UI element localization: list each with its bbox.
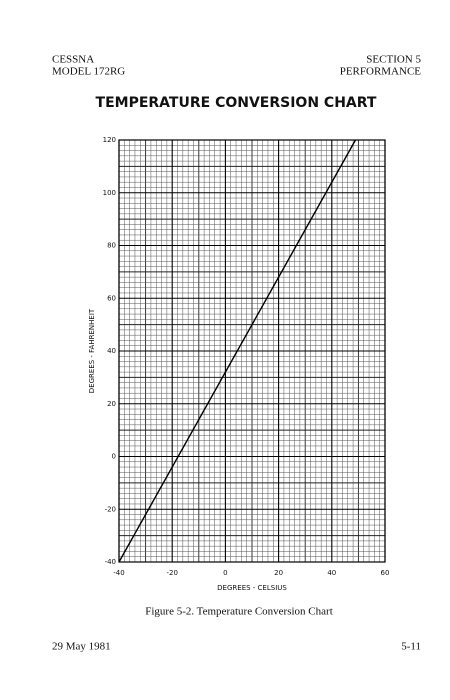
caption: Figure 5-2. Temperature Conversion Chart [145, 606, 333, 618]
plot-frame [118, 139, 386, 563]
x-tick-label: 20 [274, 569, 283, 577]
x-axis-label: DEGREES - CELSIUS [217, 584, 287, 592]
y-tick-label: -40 [105, 558, 116, 566]
page-number: 5-11 [401, 641, 421, 653]
y-tick-label: 120 [103, 136, 116, 144]
y-tick-label: 40 [107, 347, 116, 355]
header-left: CESSNA [52, 54, 94, 66]
x-tick-label: 40 [327, 569, 336, 577]
y-tick-label: 20 [107, 400, 116, 408]
header-right: SECTION 5 [366, 54, 421, 66]
header-right: PERFORMANCE [340, 66, 422, 78]
header-left: MODEL 172RG [52, 66, 125, 78]
chart-title: TEMPERATURE CONVERSION CHART [96, 95, 377, 111]
y-tick-label: 80 [107, 242, 116, 250]
y-tick-label: 100 [103, 189, 116, 197]
footer-date: 29 May 1981 [52, 641, 111, 653]
x-tick-label: 60 [381, 569, 390, 577]
y-tick-label: -20 [105, 505, 116, 513]
x-tick-label: 0 [223, 569, 227, 577]
y-axis-label: DEGREES - FAHRENHEIT [88, 308, 96, 393]
x-tick-label: -20 [166, 569, 177, 577]
x-tick-label: -40 [113, 569, 124, 577]
y-tick-label: 60 [107, 294, 116, 302]
conversion-line [118, 139, 357, 563]
y-tick-label: 0 [112, 453, 116, 461]
